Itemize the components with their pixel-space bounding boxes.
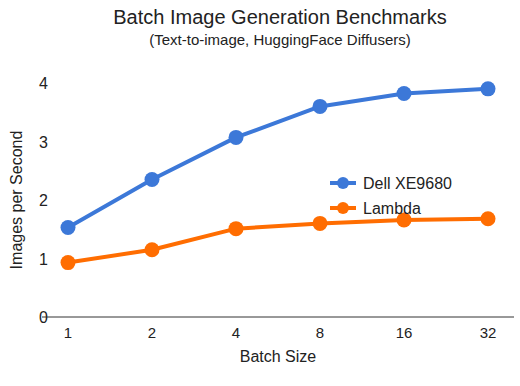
series-marker	[229, 221, 244, 236]
series-marker	[397, 86, 412, 101]
y-axis-label: Images per Second	[8, 131, 25, 270]
legend-label: Lambda	[363, 200, 421, 217]
series-marker	[61, 220, 76, 235]
y-tick-label: 1	[39, 251, 48, 268]
x-tick-label: 2	[148, 324, 156, 341]
series-marker	[229, 130, 244, 145]
y-tick-label: 4	[39, 75, 48, 92]
x-axis-label: Batch Size	[240, 348, 317, 365]
x-tick-label: 4	[232, 324, 240, 341]
y-tick-label: 3	[39, 134, 48, 151]
title: Batch Image Generation Benchmarks	[113, 6, 447, 28]
series-marker	[61, 255, 76, 270]
series-line	[68, 219, 488, 263]
y-tick-label: 2	[39, 192, 48, 209]
x-tick-label: 1	[64, 324, 72, 341]
legend-marker	[337, 202, 349, 214]
x-axis-line	[42, 317, 514, 318]
legend-label: Dell XE9680	[363, 175, 452, 192]
x-tick-label: 32	[480, 324, 497, 341]
x-tick-label: 16	[396, 324, 413, 341]
series-marker	[481, 211, 496, 226]
series-marker	[481, 81, 496, 96]
legend-marker	[337, 177, 349, 189]
chart: Batch Image Generation Benchmarks (Text-t…	[0, 0, 520, 386]
series-line	[68, 89, 488, 228]
plot-area	[61, 81, 496, 270]
series-marker	[313, 99, 328, 114]
series-marker	[145, 242, 160, 257]
series-marker	[313, 216, 328, 231]
x-tick-label: 8	[316, 324, 324, 341]
series-marker	[145, 172, 160, 187]
subtitle: (Text-to-image, HuggingFace Diffusers)	[149, 31, 411, 48]
